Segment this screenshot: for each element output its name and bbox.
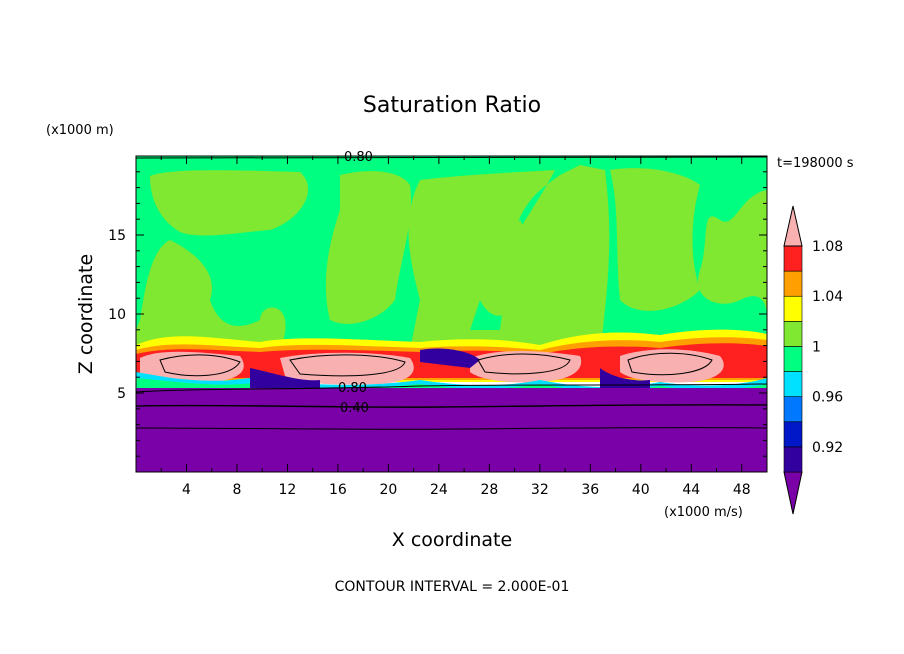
colorbar-segment xyxy=(783,421,803,448)
x-tick-label: 44 xyxy=(682,482,700,498)
contour-line xyxy=(136,427,767,430)
x-tick-label: 8 xyxy=(232,482,241,498)
x-tick-label: 12 xyxy=(279,482,297,498)
colorbar-segment xyxy=(783,346,803,372)
colorbar-label: 1.08 xyxy=(812,239,843,255)
colorbar-segment xyxy=(783,321,803,347)
cloud-core-4 xyxy=(620,349,724,383)
x-unit-label: (x1000 m/s) xyxy=(664,505,743,520)
upper-lime-pocket-1 xyxy=(150,170,309,236)
x-tick-label: 16 xyxy=(329,482,347,498)
upper-lime-pocket-2 xyxy=(325,171,412,324)
x-tick-label: 24 xyxy=(430,482,448,498)
x-tick-label: 48 xyxy=(733,482,751,498)
colorbar: 1.08 1.04 1 0.96 0.92 xyxy=(783,205,843,515)
contour-label: 0.80 xyxy=(344,150,373,165)
colorbar-segment xyxy=(783,446,803,473)
y-tick-label: 5 xyxy=(117,386,126,402)
contour-line xyxy=(159,352,713,377)
x-tick-label: 20 xyxy=(379,482,397,498)
x-tick-label: 28 xyxy=(480,482,498,498)
colorbar-label: 0.92 xyxy=(812,440,843,456)
colorbar-segment xyxy=(783,295,803,322)
y-tick-label: 10 xyxy=(108,307,126,323)
x-axis-label: X coordinate xyxy=(392,529,512,551)
upper-lime-pocket-4 xyxy=(610,168,700,311)
colorbar-label: 1 xyxy=(812,339,821,355)
colorbar-low-triangle xyxy=(783,471,803,515)
cloud-core-3 xyxy=(470,351,582,383)
colorbar-segment xyxy=(783,270,803,297)
contour-interval-note: CONTOUR INTERVAL = 2.000E-01 xyxy=(335,579,570,595)
y-tick-label: 15 xyxy=(108,228,126,244)
chart-title: Saturation Ratio xyxy=(363,93,541,118)
cloud-base-blue xyxy=(250,348,650,388)
colorbar-label: 0.96 xyxy=(812,390,843,406)
contour-label: 0.40 xyxy=(340,401,369,416)
colorbar-segment xyxy=(783,396,803,423)
time-label: t=198000 s xyxy=(777,156,854,171)
contour-label: 0.80 xyxy=(338,381,367,396)
y-axis-label: Z coordinate xyxy=(75,254,97,374)
colorbar-segment xyxy=(783,371,803,397)
colorbar-high-triangle xyxy=(783,205,803,247)
x-tick-label: 32 xyxy=(531,482,549,498)
colorbar-segment xyxy=(783,245,803,272)
contour-line xyxy=(136,404,767,408)
colorbar-label: 1.04 xyxy=(812,289,843,305)
contour-line xyxy=(136,383,767,393)
x-tick-label: 36 xyxy=(581,482,599,498)
x-tick-label: 4 xyxy=(182,482,191,498)
lower-layer-region xyxy=(136,388,767,472)
saturation-field xyxy=(136,156,767,472)
y-unit-label: (x1000 m) xyxy=(46,123,114,138)
cloud-core-2 xyxy=(280,352,414,385)
x-tick-label: 40 xyxy=(632,482,650,498)
upper-lime-pocket-3 xyxy=(480,220,526,316)
cloud-core-1 xyxy=(140,351,244,383)
